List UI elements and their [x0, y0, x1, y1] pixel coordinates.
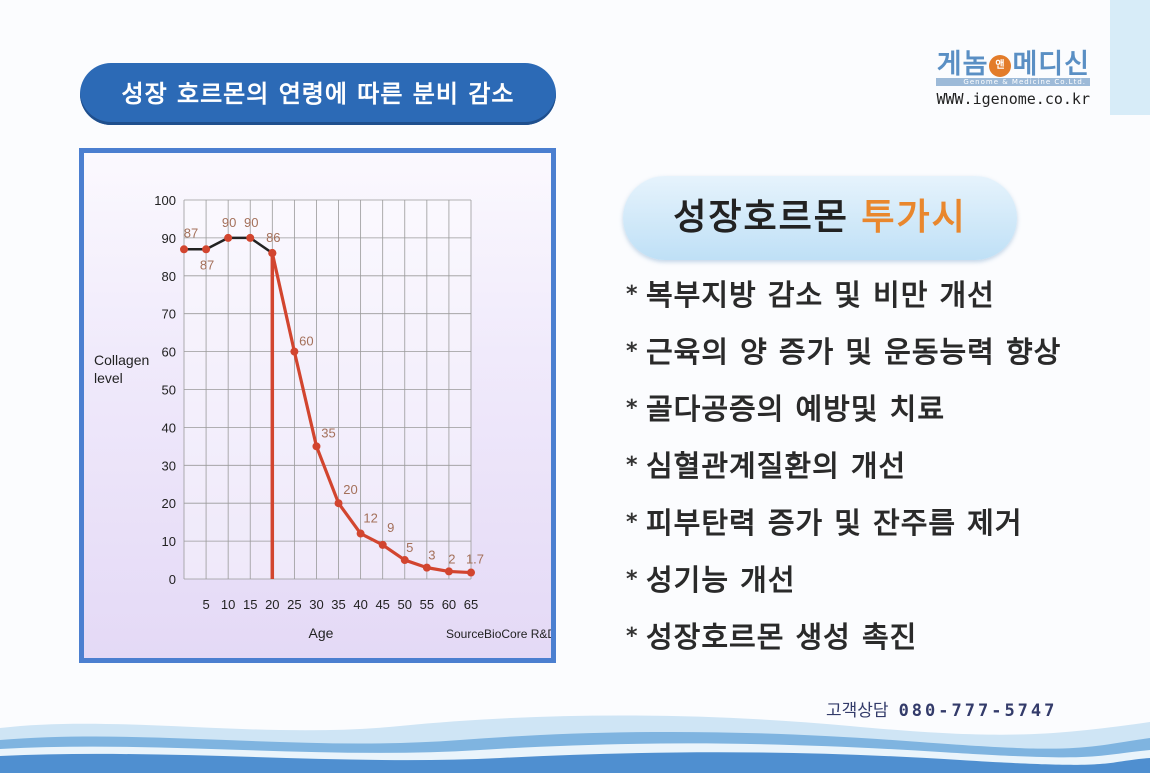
- x-tick-label: 45: [375, 597, 389, 612]
- source-label: SourceBioCore R&D: [446, 627, 551, 641]
- data-label: 87: [200, 257, 214, 272]
- logo-name-part1: 게놈: [936, 49, 989, 80]
- data-label: 9: [387, 520, 394, 535]
- x-tick-label: 65: [464, 597, 478, 612]
- y-tick-label: 90: [162, 231, 176, 246]
- logo-subtitle: Genome & Medicine Co.Ltd.: [936, 78, 1090, 86]
- data-point: [400, 556, 409, 565]
- bullet-icon: *: [626, 624, 639, 649]
- wave-decoration: [0, 715, 1150, 773]
- company-logo: 게놈 앤 메디신 Genome & Medicine Co.Ltd. WWW.ige…: [936, 50, 1090, 108]
- data-point: [180, 245, 188, 254]
- data-label: 87: [184, 225, 198, 240]
- x-tick-label: 35: [331, 597, 345, 612]
- bullet-icon: *: [626, 396, 639, 421]
- benefits-list: * 복부지방 감소 및 비만 개선 * 근육의 양 증가 및 운동능력 향상 * 골다…: [626, 272, 1061, 671]
- bullet-icon: *: [626, 339, 639, 364]
- x-tick-label: 40: [353, 597, 367, 612]
- x-tick-label: 25: [287, 597, 301, 612]
- y-axis-label-line1: Collagen: [94, 352, 149, 368]
- data-label: 20: [343, 482, 357, 497]
- series-line: [270, 252, 472, 575]
- data-label: 5: [406, 540, 413, 555]
- data-point: [422, 563, 431, 572]
- benefit-text: 성장호르몬 생성 촉진: [646, 620, 918, 654]
- logo-name-part2: 메디신: [1012, 49, 1090, 80]
- data-label: 1.7: [466, 552, 484, 567]
- y-tick-label: 30: [162, 458, 176, 473]
- data-point: [246, 233, 255, 242]
- data-point: [378, 540, 387, 549]
- logo-mark-icon: 앤: [989, 54, 1012, 77]
- data-label: 2: [448, 551, 455, 566]
- list-item: * 피부탄력 증가 및 잔주름 제거: [626, 500, 1061, 557]
- x-tick-label: 10: [221, 597, 235, 612]
- list-item: * 심혈관계질환의 개선: [626, 443, 1061, 500]
- data-label: 90: [222, 215, 236, 230]
- benefits-title-accent: 투가시: [861, 197, 967, 238]
- data-point: [444, 567, 453, 576]
- contact-info: 고객상담 080-777-5747: [826, 696, 1057, 721]
- benefit-text: 성기능 개선: [646, 563, 796, 597]
- x-axis-label: Age: [309, 625, 334, 641]
- benefits-title: 성장호르몬 투가시: [623, 176, 1017, 260]
- y-axis-label-line2: level: [94, 370, 123, 386]
- list-item: * 성장호르몬 생성 촉진: [626, 614, 1061, 671]
- data-point: [268, 249, 277, 258]
- y-tick-label: 0: [169, 572, 176, 587]
- data-label: 90: [244, 215, 258, 230]
- data-point: [356, 529, 365, 538]
- data-point: [290, 347, 299, 356]
- x-tick-label: 5: [202, 597, 209, 612]
- list-item: * 성기능 개선: [626, 557, 1061, 614]
- list-item: * 복부지방 감소 및 비만 개선: [626, 272, 1061, 329]
- y-tick-label: 60: [162, 345, 176, 360]
- data-point: [334, 499, 343, 508]
- x-tick-label: 20: [265, 597, 279, 612]
- data-label: 86: [266, 230, 280, 245]
- data-point: [467, 568, 475, 577]
- benefit-text: 피부탄력 증가 및 잔주름 제거: [646, 506, 1023, 540]
- benefits-title-main: 성장호르몬: [673, 197, 849, 238]
- logo-url: WWW.igenome.co.kr: [936, 90, 1090, 108]
- contact-phone: 080-777-5747: [898, 701, 1058, 721]
- bullet-icon: *: [626, 282, 639, 307]
- x-tick-label: 30: [309, 597, 323, 612]
- benefit-text: 근육의 양 증가 및 운동능력 향상: [646, 335, 1062, 369]
- x-tick-label: 50: [398, 597, 412, 612]
- bullet-icon: *: [626, 567, 639, 592]
- data-label: 3: [428, 548, 435, 563]
- list-item: * 근육의 양 증가 및 운동능력 향상: [626, 329, 1061, 386]
- y-tick-label: 80: [162, 269, 176, 284]
- chart-section-title: 성장 호르몬의 연령에 따른 분비 감소: [80, 63, 556, 125]
- data-point: [202, 245, 211, 254]
- bullet-icon: *: [626, 453, 639, 478]
- data-label: 60: [299, 334, 313, 349]
- y-tick-label: 50: [162, 383, 176, 398]
- x-tick-label: 55: [420, 597, 434, 612]
- y-tick-label: 10: [162, 534, 176, 549]
- logo-name: 게놈 앤 메디신: [936, 50, 1090, 80]
- contact-label: 고객상담: [826, 701, 889, 721]
- benefit-text: 심혈관계질환의 개선: [646, 449, 907, 483]
- y-tick-label: 100: [154, 193, 176, 208]
- benefit-text: 복부지방 감소 및 비만 개선: [646, 278, 995, 312]
- x-tick-label: 15: [243, 597, 257, 612]
- bullet-icon: *: [626, 510, 639, 535]
- data-label: 35: [321, 425, 335, 440]
- list-item: * 골다공증의 예방및 치료: [626, 386, 1061, 443]
- data-point: [312, 442, 321, 451]
- y-tick-label: 20: [162, 496, 176, 511]
- y-tick-label: 70: [162, 307, 176, 322]
- data-label: 12: [363, 511, 377, 526]
- x-tick-label: 60: [442, 597, 456, 612]
- corner-decoration: [1110, 0, 1150, 115]
- chart-frame: 0 10 20 30 40 50 60 70 80 90 100 5 10 15 20 25 30 35 40 45 5…: [79, 148, 556, 663]
- y-tick-label: 40: [162, 420, 176, 435]
- benefit-text: 골다공증의 예방및 치료: [646, 392, 945, 426]
- data-point: [224, 233, 233, 242]
